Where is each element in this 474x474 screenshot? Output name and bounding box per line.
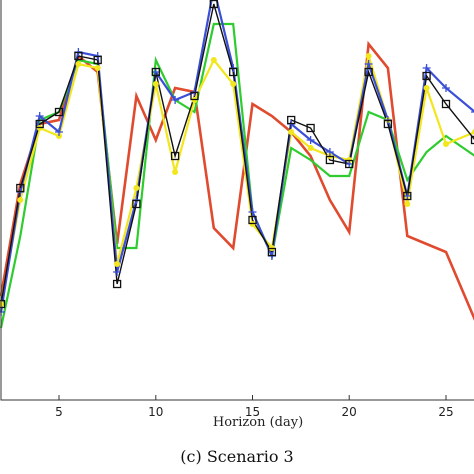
series-5-point — [441, 99, 451, 109]
series-5-point — [267, 247, 277, 257]
series-4-point — [471, 111, 474, 113]
series-5-point — [35, 119, 44, 129]
series-5-point — [287, 115, 296, 125]
series-5-point — [151, 67, 160, 77]
series-5-point — [229, 67, 238, 77]
series-3-point — [17, 197, 24, 203]
series-5-point — [403, 191, 412, 201]
series-4-point — [403, 192, 412, 200]
plot-frame — [0, 0, 474, 401]
figure-caption: (c) Scenario 3 — [180, 447, 293, 466]
series-4-point — [151, 68, 160, 76]
series-3-point — [94, 65, 101, 71]
series-5-point — [74, 51, 83, 61]
series-4-point — [113, 268, 122, 276]
x-tick-label: 5 — [55, 405, 63, 419]
series-4-point — [35, 112, 44, 120]
series-4-point — [364, 60, 373, 68]
series-4-point — [171, 96, 180, 104]
series-3-point — [288, 129, 295, 135]
series-4-point — [248, 208, 257, 216]
series-3-point — [443, 141, 449, 147]
series-3-point — [133, 185, 140, 191]
series-3-point — [210, 57, 217, 63]
series-5-point — [422, 71, 431, 81]
x-tick-label: 10 — [148, 405, 163, 419]
series-5-point — [470, 135, 474, 145]
series-3-point — [365, 53, 372, 59]
series-5-point — [248, 215, 257, 225]
series-5-point — [170, 151, 180, 161]
x-tick-layer: 5 10 15 20 25 — [55, 395, 454, 419]
series-3-point — [404, 201, 411, 207]
series-5-point — [306, 123, 315, 133]
series-5-point — [383, 119, 393, 129]
x-axis-label: Horizon (day) — [213, 415, 303, 430]
x-tick-label: 15 — [245, 405, 260, 419]
series-3-point — [423, 85, 430, 91]
series-4-point — [422, 64, 431, 72]
series-4-point — [325, 148, 334, 156]
series-5-point — [93, 55, 102, 65]
series-5-point — [190, 91, 199, 101]
series-3-point — [114, 261, 121, 267]
series-5-point — [364, 67, 373, 77]
series-3-point — [75, 61, 82, 67]
series-5-point — [132, 199, 141, 209]
series-3-point — [172, 169, 179, 175]
series-4-point — [306, 136, 315, 144]
series-5-point — [325, 155, 335, 165]
series-3-point — [307, 145, 314, 151]
series-4-point — [442, 84, 450, 92]
series-5-point — [209, 0, 218, 9]
series-5-point — [54, 107, 64, 117]
series-line-4 — [0, 0, 474, 313]
x-tick-label: 25 — [438, 405, 453, 419]
series-5-point — [345, 159, 354, 169]
markers-layer — [0, 0, 474, 316]
x-tick-label: 20 — [342, 405, 357, 419]
series-4-point — [55, 128, 63, 136]
series-layer — [0, 0, 474, 329]
series-5-point — [112, 279, 122, 289]
series-4-point — [345, 160, 354, 168]
series-3-point — [152, 81, 159, 87]
series-3-point — [230, 81, 237, 87]
series-5-point — [16, 183, 25, 193]
series-line-5 — [0, 3, 474, 305]
